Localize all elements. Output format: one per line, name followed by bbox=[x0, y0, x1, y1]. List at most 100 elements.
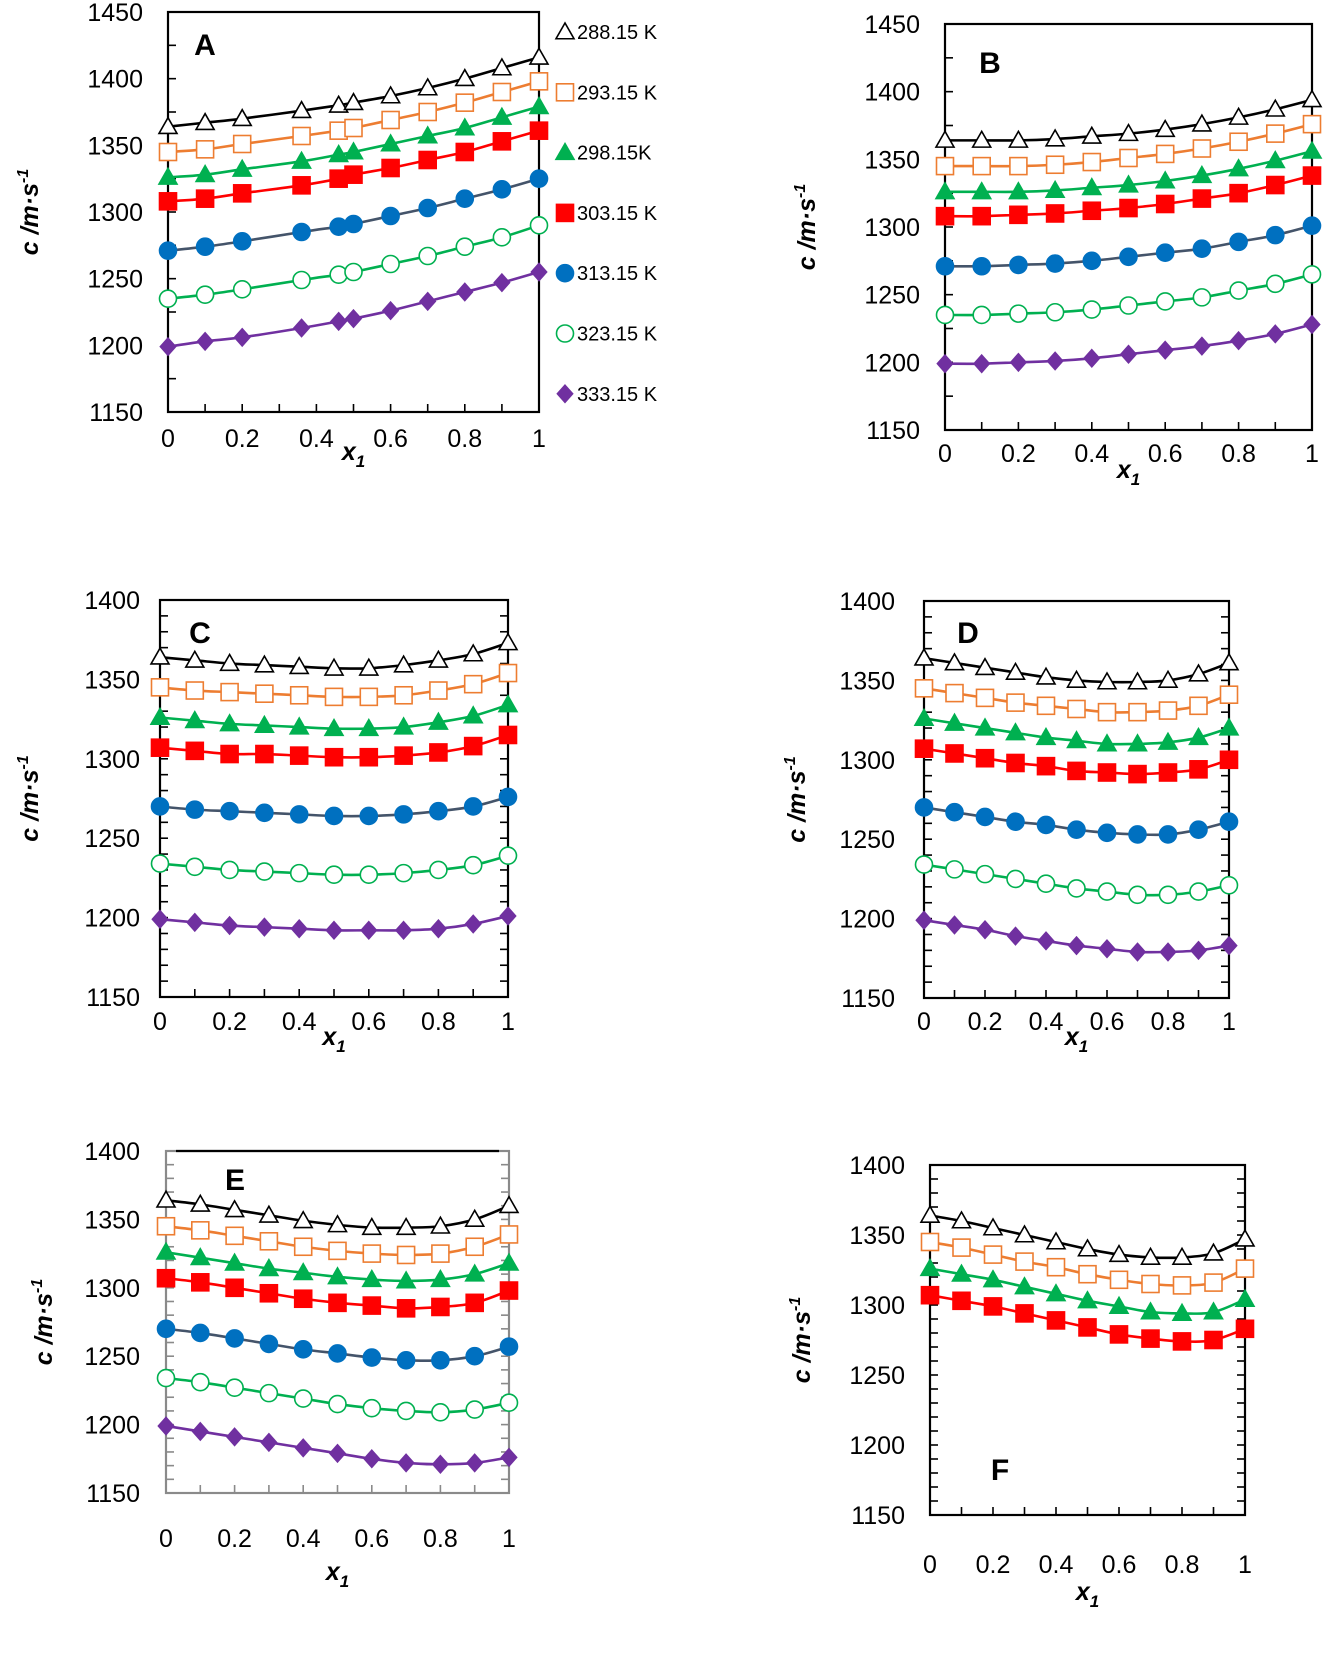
x-tick-label: 1 bbox=[502, 1525, 516, 1553]
y-tick-label: 1300 bbox=[87, 199, 143, 227]
x-tick-label: 0 bbox=[923, 1551, 937, 1579]
series-T293 bbox=[150, 663, 518, 707]
data-point bbox=[1157, 731, 1179, 750]
data-point bbox=[974, 717, 996, 736]
data-point bbox=[1219, 812, 1239, 832]
data-point bbox=[430, 1268, 451, 1288]
data-point bbox=[1204, 1273, 1223, 1292]
data-point bbox=[361, 1216, 383, 1236]
data-point bbox=[343, 92, 364, 111]
series-T293 bbox=[935, 114, 1322, 176]
data-point bbox=[465, 1346, 485, 1366]
data-point bbox=[1189, 820, 1208, 839]
data-point bbox=[1083, 348, 1101, 369]
data-point bbox=[498, 1195, 520, 1214]
data-point bbox=[362, 1296, 382, 1315]
data-point bbox=[429, 860, 448, 880]
data-point bbox=[1192, 139, 1212, 158]
data-point bbox=[260, 1432, 278, 1453]
plot-frame bbox=[164, 1149, 511, 1495]
data-point bbox=[455, 142, 475, 162]
data-point bbox=[1229, 132, 1248, 152]
series-T303 bbox=[158, 121, 549, 211]
data-point bbox=[1301, 140, 1323, 159]
y-tick-label: 1300 bbox=[849, 1292, 905, 1320]
data-point bbox=[1015, 1304, 1034, 1323]
data-point bbox=[191, 1372, 210, 1392]
data-point bbox=[150, 854, 170, 873]
data-point bbox=[1081, 177, 1103, 196]
data-point bbox=[431, 1402, 450, 1422]
x-tick-label: 0.8 bbox=[1151, 1008, 1186, 1036]
legend-label: 323.15 K bbox=[577, 324, 658, 346]
data-point bbox=[1204, 1330, 1223, 1350]
data-point bbox=[344, 214, 363, 234]
series-T313 bbox=[156, 1319, 519, 1370]
panel-letter: B bbox=[979, 47, 1001, 80]
data-point bbox=[1158, 763, 1178, 782]
legend-marker bbox=[556, 384, 574, 404]
data-point bbox=[219, 713, 240, 732]
data-point bbox=[1155, 194, 1175, 214]
data-point bbox=[293, 1237, 313, 1257]
data-point bbox=[292, 1210, 314, 1229]
data-point bbox=[1077, 1238, 1098, 1257]
data-point bbox=[491, 57, 513, 76]
data-point bbox=[1266, 274, 1285, 294]
data-point bbox=[1097, 763, 1117, 782]
data-point bbox=[915, 910, 933, 930]
data-point bbox=[344, 118, 363, 138]
data-point bbox=[1036, 756, 1056, 776]
data-point bbox=[1154, 118, 1176, 138]
data-point bbox=[225, 1329, 244, 1348]
data-point bbox=[1172, 1276, 1192, 1295]
x-tick-label: 0.2 bbox=[976, 1551, 1011, 1579]
data-point bbox=[418, 102, 438, 122]
data-point bbox=[982, 1269, 1004, 1288]
data-point bbox=[328, 1293, 347, 1313]
series-T288 bbox=[919, 1204, 1256, 1265]
y-tick-label: 1400 bbox=[84, 587, 140, 615]
data-point bbox=[196, 331, 214, 352]
series-T303 bbox=[914, 739, 1239, 784]
data-point bbox=[1097, 702, 1117, 722]
data-point bbox=[155, 1241, 177, 1260]
data-point bbox=[975, 688, 995, 708]
y-tick-label: 1400 bbox=[84, 1138, 140, 1166]
legend-item: 298.15K bbox=[554, 141, 652, 165]
data-point bbox=[951, 1210, 972, 1229]
data-point bbox=[291, 100, 312, 119]
series-T288 bbox=[157, 46, 550, 135]
data-point bbox=[1097, 823, 1117, 843]
data-point bbox=[1154, 170, 1176, 189]
y-axis-title: c /m·s-1 bbox=[15, 755, 44, 842]
data-point bbox=[1119, 344, 1138, 364]
data-point bbox=[394, 863, 413, 883]
data-point bbox=[497, 694, 519, 713]
y-tick-label: 1200 bbox=[864, 349, 920, 377]
data-point bbox=[492, 132, 512, 151]
legend-label: 288.15 K bbox=[577, 22, 658, 44]
data-point bbox=[914, 855, 934, 874]
data-point bbox=[1119, 148, 1138, 168]
data-point bbox=[976, 919, 994, 940]
data-point bbox=[975, 748, 995, 768]
data-point bbox=[328, 1344, 347, 1363]
data-point bbox=[157, 116, 179, 135]
x-tick-label: 0.6 bbox=[354, 1525, 389, 1553]
data-point bbox=[1119, 198, 1138, 218]
data-point bbox=[530, 262, 548, 282]
data-point bbox=[359, 865, 379, 885]
data-point bbox=[1118, 174, 1139, 193]
data-point bbox=[1081, 125, 1103, 144]
data-point bbox=[1067, 820, 1086, 839]
data-point bbox=[1046, 1257, 1066, 1277]
data-point bbox=[1301, 89, 1323, 108]
x-tick-label: 0 bbox=[161, 425, 175, 453]
data-point bbox=[289, 746, 309, 765]
data-point bbox=[945, 915, 964, 935]
data-point bbox=[465, 1237, 485, 1257]
data-point bbox=[934, 129, 956, 148]
data-point bbox=[1082, 201, 1102, 221]
data-point bbox=[258, 1258, 280, 1277]
